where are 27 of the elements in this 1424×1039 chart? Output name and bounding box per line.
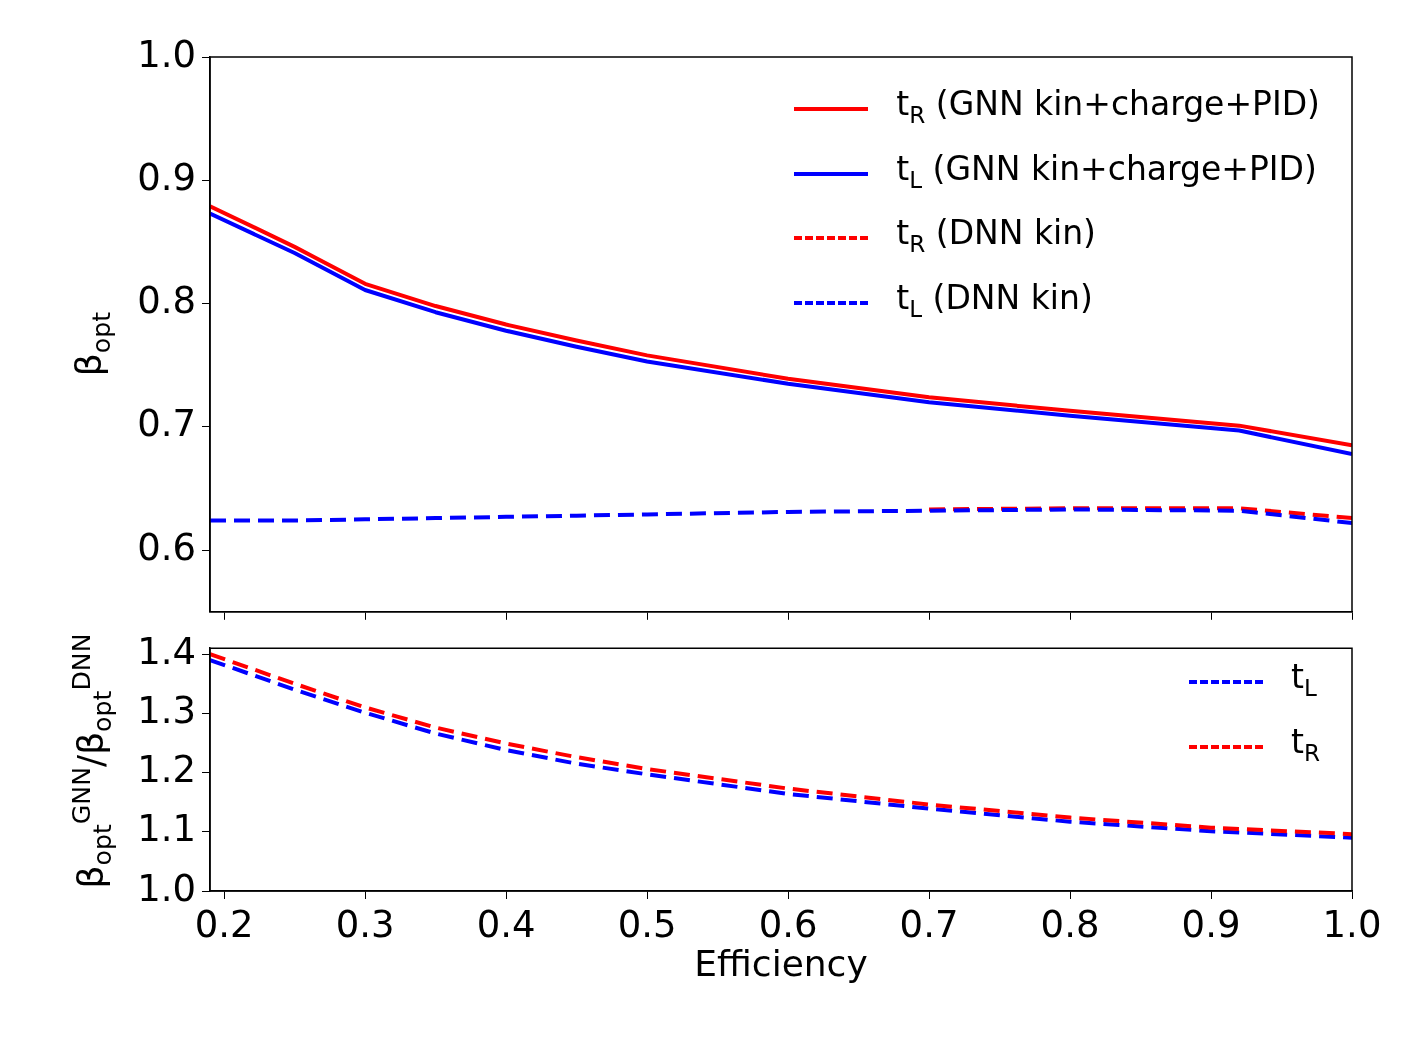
y-tick-label: 0.9 <box>137 155 196 199</box>
y-tick-label: 1.2 <box>137 748 196 792</box>
y-tick-label: 1.0 <box>137 866 196 910</box>
y-tick-label: 1.4 <box>137 629 196 673</box>
x-tick-label: 1.0 <box>1322 902 1382 946</box>
line-series <box>210 507 1352 526</box>
x-tick-label: 0.9 <box>1181 902 1241 946</box>
x-tick-label: 0.3 <box>335 902 395 946</box>
legend-label: t$_{L}$ (GNN kin+charge+PID) <box>896 147 1317 195</box>
x-tick-label: 0.4 <box>476 902 536 946</box>
y-tick-label: 0.7 <box>137 402 196 446</box>
y-tick-label: 0.8 <box>137 279 196 323</box>
legend-label: t$_{L}$ (DNN kin) <box>896 276 1093 324</box>
legend-label: t$_{R}$ (DNN kin) <box>896 212 1096 259</box>
y-tick-label: 1.3 <box>137 688 196 732</box>
y-tick-label: 0.6 <box>137 525 196 569</box>
x-axis-title: Efficiency <box>694 943 868 984</box>
x-tick-label: 0.7 <box>899 902 959 946</box>
y-tick-label: 1.1 <box>137 807 196 851</box>
legend-label: t$_{R}$ (GNN kin+charge+PID) <box>896 83 1320 130</box>
x-tick-label: 0.2 <box>194 902 254 946</box>
legend-label: t$_{R}$ <box>1291 720 1320 768</box>
y-tick-label: 1.0 <box>137 32 196 76</box>
x-tick-label: 0.6 <box>758 902 818 946</box>
x-tick-label: 0.8 <box>1040 902 1100 946</box>
legend-label: t$_{L}$ <box>1291 656 1317 703</box>
x-tick-label: 0.5 <box>617 902 677 946</box>
